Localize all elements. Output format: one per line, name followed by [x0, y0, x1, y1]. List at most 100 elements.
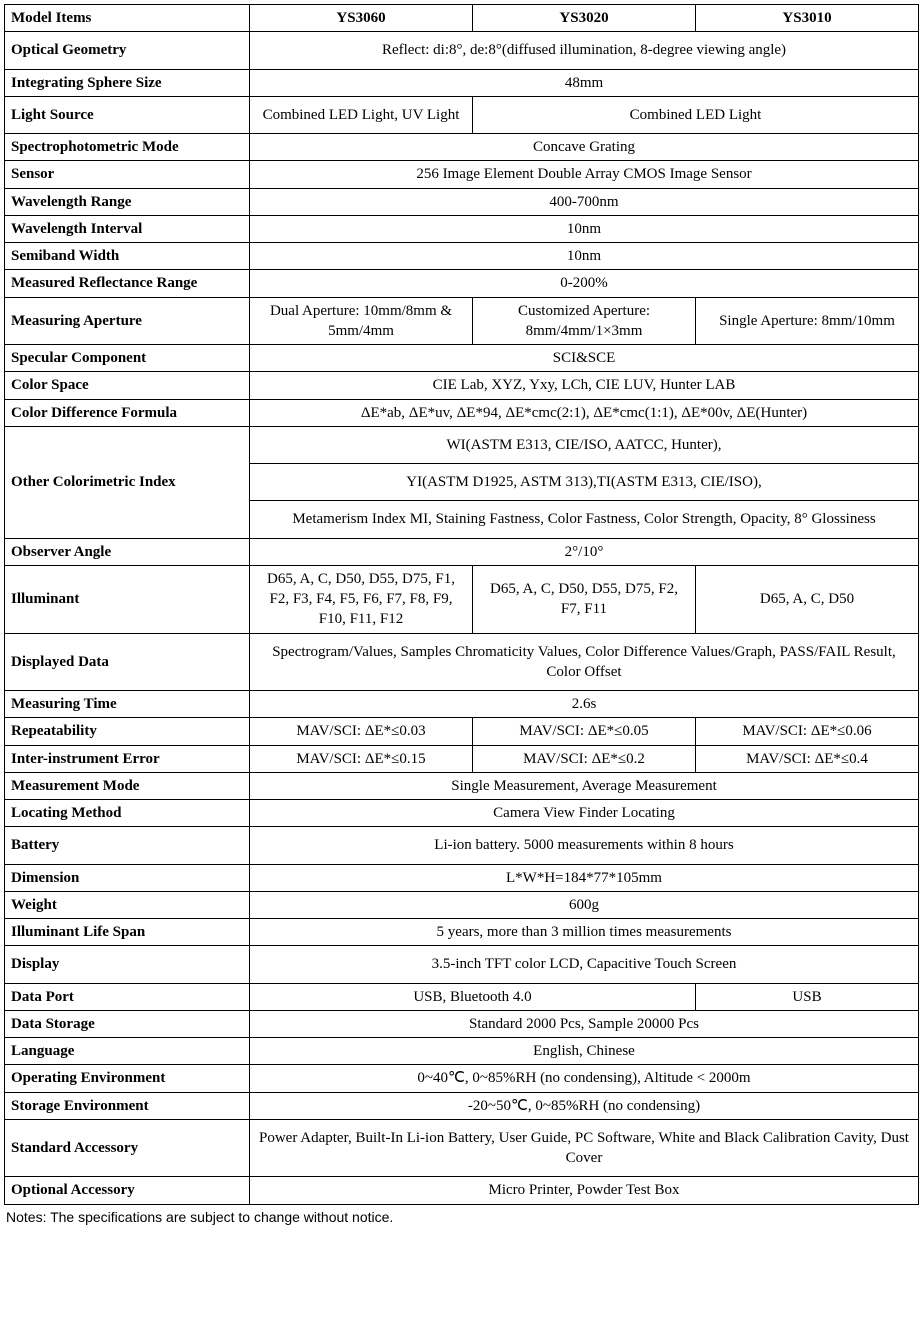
- row-st-env: Storage Environment -20~50℃, 0~85%RH (no…: [5, 1092, 919, 1119]
- cell-value: English, Chinese: [250, 1038, 919, 1065]
- cell-value-1: D65, A, C, D50, D55, D75, F1, F2, F3, F4…: [250, 565, 473, 633]
- cell-label: Battery: [5, 827, 250, 864]
- cell-value: 600g: [250, 891, 919, 918]
- cell-label: Measuring Aperture: [5, 297, 250, 345]
- cell-value: SCI&SCE: [250, 345, 919, 372]
- row-dimension: Dimension L*W*H=184*77*105mm: [5, 864, 919, 891]
- cell-value-1: Combined LED Light, UV Light: [250, 96, 473, 133]
- cell-value: -20~50℃, 0~85%RH (no condensing): [250, 1092, 919, 1119]
- row-sensor: Sensor 256 Image Element Double Array CM…: [5, 161, 919, 188]
- row-display: Display 3.5-inch TFT color LCD, Capaciti…: [5, 946, 919, 983]
- row-color-space: Color Space CIE Lab, XYZ, Yxy, LCh, CIE …: [5, 372, 919, 399]
- spec-table: Model Items YS3060 YS3020 YS3010 Optical…: [4, 4, 919, 1205]
- cell-value: Spectrogram/Values, Samples Chromaticity…: [250, 633, 919, 691]
- cell-value-3: D65, A, C, D50: [696, 565, 919, 633]
- row-aperture: Measuring Aperture Dual Aperture: 10mm/8…: [5, 297, 919, 345]
- cell-value: 2°/10°: [250, 538, 919, 565]
- cell-label: Displayed Data: [5, 633, 250, 691]
- cell-label: Data Storage: [5, 1010, 250, 1037]
- row-color-diff: Color Difference Formula ΔE*ab, ΔE*uv, Δ…: [5, 399, 919, 426]
- row-semiband: Semiband Width 10nm: [5, 243, 919, 270]
- row-optical-geometry: Optical Geometry Reflect: di:8°, de:8°(d…: [5, 32, 919, 69]
- cell-value: Micro Printer, Powder Test Box: [250, 1177, 919, 1204]
- row-weight: Weight 600g: [5, 891, 919, 918]
- cell-value: 3.5-inch TFT color LCD, Capacitive Touch…: [250, 946, 919, 983]
- cell-label: Repeatability: [5, 718, 250, 745]
- cell-value-2: Customized Aperture: 8mm/4mm/1×3mm: [473, 297, 696, 345]
- cell-value-2: MAV/SCI: ΔE*≤0.2: [473, 745, 696, 772]
- row-wavelength-interval: Wavelength Interval 10nm: [5, 215, 919, 242]
- cell-label: Measurement Mode: [5, 772, 250, 799]
- cell-label: Semiband Width: [5, 243, 250, 270]
- cell-value-1: Dual Aperture: 10mm/8mm & 5mm/4mm: [250, 297, 473, 345]
- cell-label: Display: [5, 946, 250, 983]
- header-label: Model Items: [5, 5, 250, 32]
- cell-value: 2.6s: [250, 691, 919, 718]
- cell-label: Illuminant: [5, 565, 250, 633]
- cell-value-23: Combined LED Light: [473, 96, 919, 133]
- row-light-source: Light Source Combined LED Light, UV Ligh…: [5, 96, 919, 133]
- cell-value: 48mm: [250, 69, 919, 96]
- row-specular: Specular Component SCI&SCE: [5, 345, 919, 372]
- cell-label: Storage Environment: [5, 1092, 250, 1119]
- cell-value-3: Single Aperture: 8mm/10mm: [696, 297, 919, 345]
- cell-label: Language: [5, 1038, 250, 1065]
- row-language: Language English, Chinese: [5, 1038, 919, 1065]
- cell-label: Sensor: [5, 161, 250, 188]
- row-observer: Observer Angle 2°/10°: [5, 538, 919, 565]
- cell-value-3: MAV/SCI: ΔE*≤0.4: [696, 745, 919, 772]
- cell-label: Locating Method: [5, 800, 250, 827]
- cell-value-3: MAV/SCI: ΔE*≤0.06: [696, 718, 919, 745]
- cell-label: Color Difference Formula: [5, 399, 250, 426]
- row-meas-mode: Measurement Mode Single Measurement, Ave…: [5, 772, 919, 799]
- header-model-2: YS3020: [473, 5, 696, 32]
- cell-label: Wavelength Range: [5, 188, 250, 215]
- cell-value: 5 years, more than 3 million times measu…: [250, 919, 919, 946]
- cell-label: Color Space: [5, 372, 250, 399]
- cell-label: Wavelength Interval: [5, 215, 250, 242]
- cell-value-r3: Metamerism Index MI, Staining Fastness, …: [250, 501, 919, 538]
- header-model-3: YS3010: [696, 5, 919, 32]
- footnote: Notes: The specifications are subject to…: [4, 1205, 919, 1225]
- cell-value: Li-ion battery. 5000 measurements within…: [250, 827, 919, 864]
- cell-label: Standard Accessory: [5, 1119, 250, 1177]
- cell-value-r2: YI(ASTM D1925, ASTM 313),TI(ASTM E313, C…: [250, 464, 919, 501]
- cell-label: Optional Accessory: [5, 1177, 250, 1204]
- cell-label: Observer Angle: [5, 538, 250, 565]
- row-inter-error: Inter-instrument Error MAV/SCI: ΔE*≤0.15…: [5, 745, 919, 772]
- cell-label: Data Port: [5, 983, 250, 1010]
- row-battery: Battery Li-ion battery. 5000 measurement…: [5, 827, 919, 864]
- row-data-port: Data Port USB, Bluetooth 4.0 USB: [5, 983, 919, 1010]
- cell-label: Optical Geometry: [5, 32, 250, 69]
- cell-value: 400-700nm: [250, 188, 919, 215]
- row-wavelength-range: Wavelength Range 400-700nm: [5, 188, 919, 215]
- cell-label: Measuring Time: [5, 691, 250, 718]
- cell-value: Power Adapter, Built-In Li-ion Battery, …: [250, 1119, 919, 1177]
- cell-label: Measured Reflectance Range: [5, 270, 250, 297]
- cell-value: Concave Grating: [250, 134, 919, 161]
- cell-label: Integrating Sphere Size: [5, 69, 250, 96]
- cell-value: 10nm: [250, 215, 919, 242]
- cell-label: Dimension: [5, 864, 250, 891]
- cell-value: Camera View Finder Locating: [250, 800, 919, 827]
- row-reflectance-range: Measured Reflectance Range 0-200%: [5, 270, 919, 297]
- cell-value: Standard 2000 Pcs, Sample 20000 Pcs: [250, 1010, 919, 1037]
- row-opt-accessory: Optional Accessory Micro Printer, Powder…: [5, 1177, 919, 1204]
- cell-value: 0~40℃, 0~85%RH (no condensing), Altitude…: [250, 1065, 919, 1092]
- row-locating: Locating Method Camera View Finder Locat…: [5, 800, 919, 827]
- row-std-accessory: Standard Accessory Power Adapter, Built-…: [5, 1119, 919, 1177]
- row-other-index-1: Other Colorimetric Index WI(ASTM E313, C…: [5, 426, 919, 463]
- cell-value-r1: WI(ASTM E313, CIE/ISO, AATCC, Hunter),: [250, 426, 919, 463]
- cell-value: 256 Image Element Double Array CMOS Imag…: [250, 161, 919, 188]
- row-illuminant: Illuminant D65, A, C, D50, D55, D75, F1,…: [5, 565, 919, 633]
- cell-value-1: MAV/SCI: ΔE*≤0.03: [250, 718, 473, 745]
- cell-label: Illuminant Life Span: [5, 919, 250, 946]
- row-displayed: Displayed Data Spectrogram/Values, Sampl…: [5, 633, 919, 691]
- cell-value: CIE Lab, XYZ, Yxy, LCh, CIE LUV, Hunter …: [250, 372, 919, 399]
- cell-value-2: MAV/SCI: ΔE*≤0.05: [473, 718, 696, 745]
- cell-value-1: MAV/SCI: ΔE*≤0.15: [250, 745, 473, 772]
- row-op-env: Operating Environment 0~40℃, 0~85%RH (no…: [5, 1065, 919, 1092]
- cell-label: Other Colorimetric Index: [5, 426, 250, 538]
- cell-value: Single Measurement, Average Measurement: [250, 772, 919, 799]
- header-model-1: YS3060: [250, 5, 473, 32]
